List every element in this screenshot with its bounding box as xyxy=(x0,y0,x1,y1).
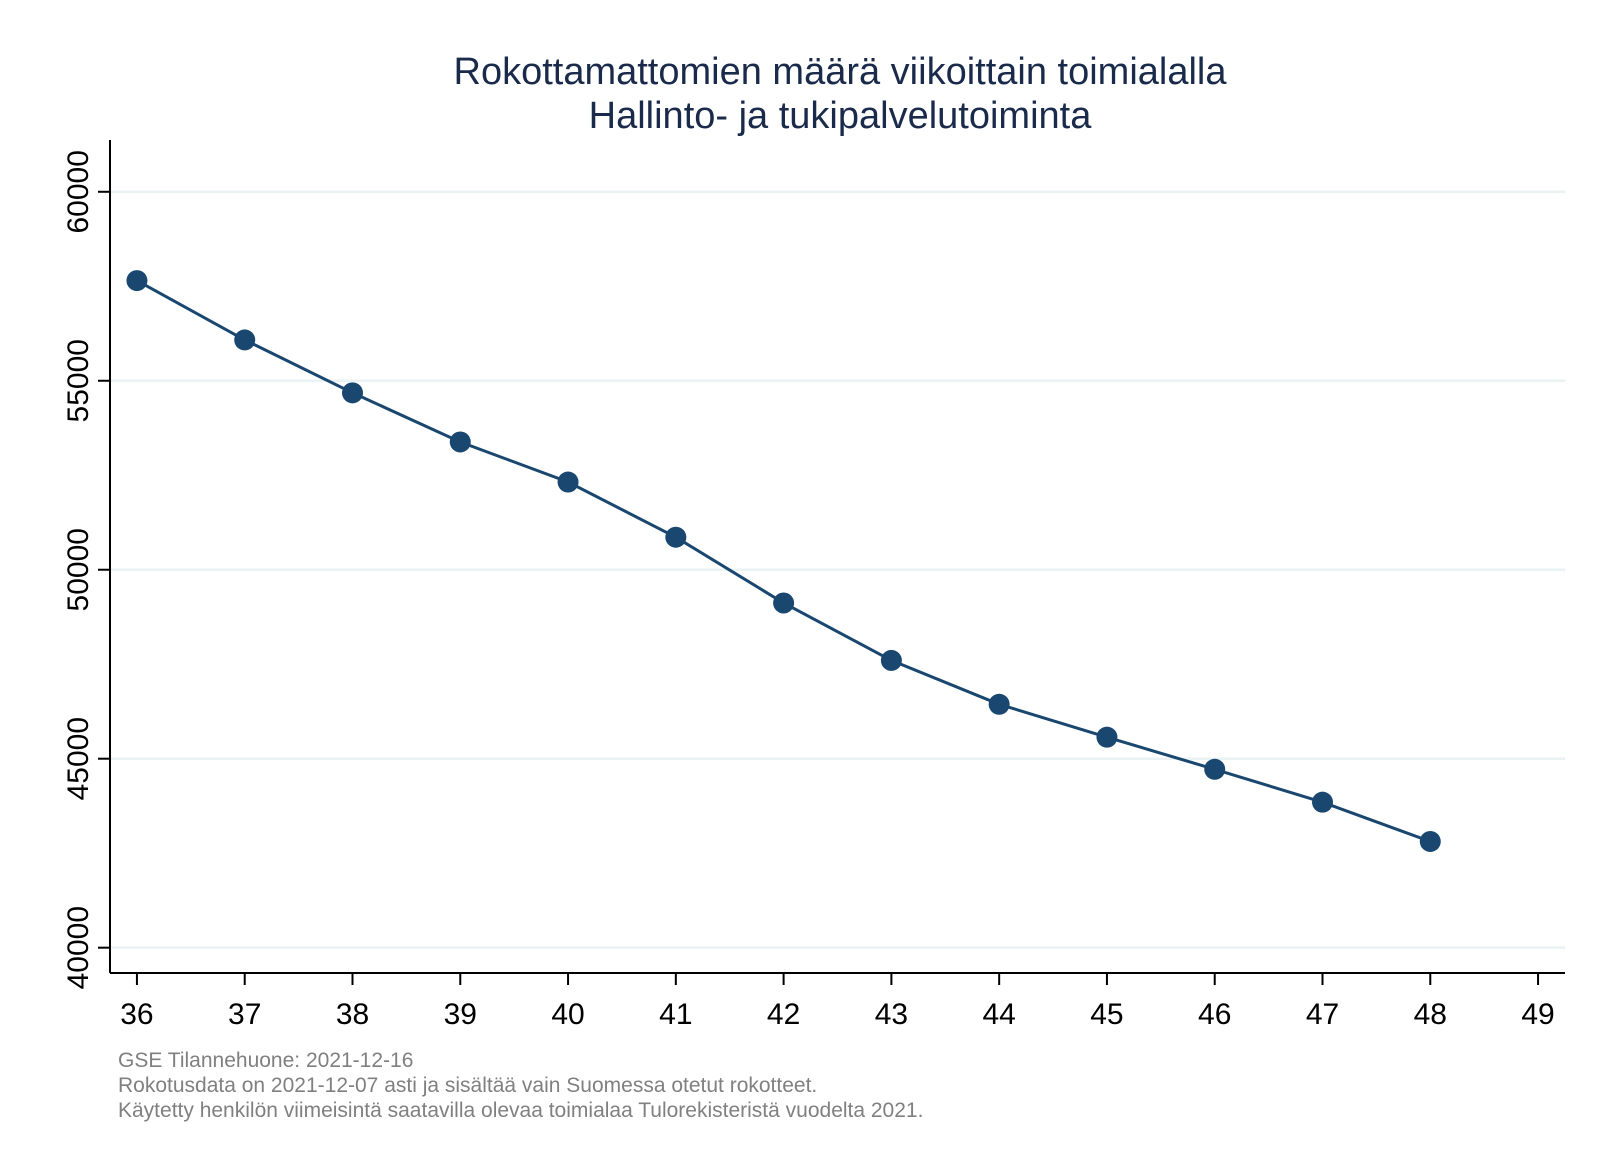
data-point-week-38 xyxy=(342,382,363,404)
x-tick-label-41: 41 xyxy=(659,998,692,1031)
data-point-week-43 xyxy=(880,649,902,671)
axes xyxy=(98,140,1565,985)
series-line-0 xyxy=(136,279,1431,843)
footnote-data-note: Rokotusdata on 2021-12-07 asti ja sisält… xyxy=(118,1074,817,1097)
y-tick-label-45000: 45000 xyxy=(62,717,95,800)
data-point-week-47 xyxy=(1312,791,1333,813)
x-tick-label-43: 43 xyxy=(875,998,908,1031)
x-tick-label-39: 39 xyxy=(444,998,477,1031)
chart-title: Rokottamattomien määrä viikoittain toimi… xyxy=(454,51,1228,93)
footnote-source: GSE Tilannehuone: 2021-12-16 xyxy=(118,1049,413,1072)
x-tick-label-48: 48 xyxy=(1414,998,1447,1031)
x-tick-label-44: 44 xyxy=(982,998,1015,1031)
x-tick-label-40: 40 xyxy=(551,998,584,1031)
y-tick-label-40000: 40000 xyxy=(62,906,95,989)
data-point-week-36 xyxy=(126,270,148,292)
data-point-week-41 xyxy=(665,526,687,548)
y-tick-label-60000: 60000 xyxy=(62,150,95,233)
x-tick-label-46: 46 xyxy=(1198,998,1231,1031)
x-tick-label-37: 37 xyxy=(228,998,261,1031)
data-point-week-42 xyxy=(773,592,795,614)
y-tick-label-55000: 55000 xyxy=(62,339,95,422)
data-point-week-37 xyxy=(234,329,256,351)
y-tick-label-50000: 50000 xyxy=(62,528,95,611)
x-tick-label-47: 47 xyxy=(1306,998,1339,1031)
data-point-week-45 xyxy=(1096,726,1118,748)
x-tick-label-38: 38 xyxy=(336,998,369,1031)
footnote-industry-note: Käytetty henkilön viimeisintä saatavilla… xyxy=(118,1099,923,1122)
data-point-week-46 xyxy=(1204,758,1226,780)
chart-subtitle: Hallinto- ja tukipalvelutoiminta xyxy=(589,95,1093,137)
data-point-week-40 xyxy=(557,471,579,493)
x-tick-label-49: 49 xyxy=(1521,998,1554,1031)
footnotes: GSE Tilannehuone: 2021-12-16 Rokotusdata… xyxy=(118,1049,923,1122)
grid-lines xyxy=(110,190,1565,949)
x-tick-label-36: 36 xyxy=(120,998,153,1031)
data-point-week-48 xyxy=(1419,830,1441,852)
data-series xyxy=(126,270,1441,852)
tick-labels: 40000 45000 50000 55000 60000 36 37 38 39 40 41 42 4… xyxy=(62,150,1555,1031)
data-point-week-39 xyxy=(449,431,471,453)
x-tick-label-45: 45 xyxy=(1090,998,1123,1031)
data-point-week-44 xyxy=(988,693,1010,715)
x-tick-label-42: 42 xyxy=(767,998,800,1031)
